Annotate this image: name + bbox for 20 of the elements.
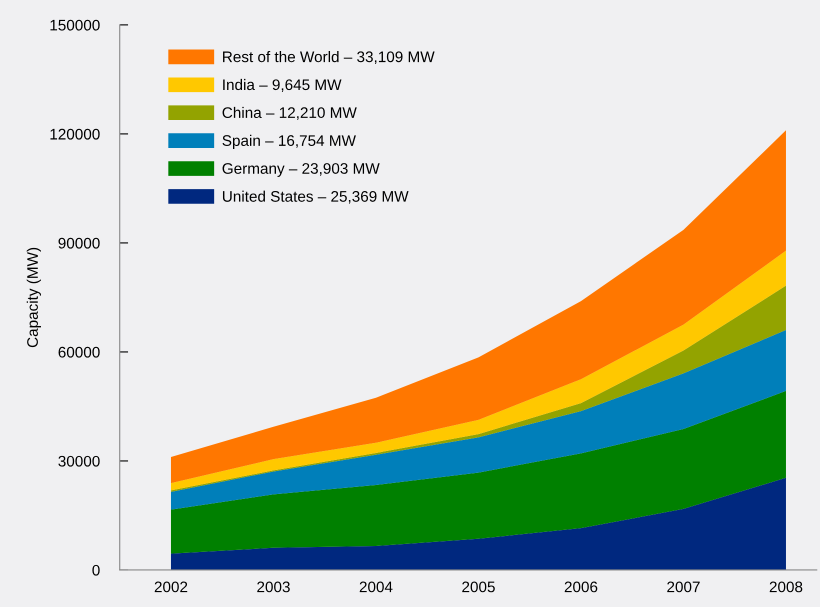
- legend-label: India – 9,645 MW: [223, 78, 342, 92]
- y-tick-label: 150000: [50, 20, 100, 31]
- x-tick-label: 2008: [770, 581, 802, 592]
- x-tick-label: 2005: [462, 581, 495, 592]
- y-tick-label: 0: [92, 564, 100, 576]
- x-tick-label: 2003: [257, 581, 290, 592]
- legend-label: Rest of the World – 33,109 MW: [223, 50, 435, 64]
- x-tick-label: 2007: [667, 581, 700, 592]
- x-tick-label: 2004: [360, 581, 393, 592]
- y-axis-title: Capacity (MW): [26, 248, 41, 348]
- x-tick-label: 2002: [154, 581, 188, 592]
- legend-label: United States – 25,369 MW: [222, 190, 409, 204]
- x-tick-label: 2006: [564, 581, 598, 592]
- y-tick-label: 90000: [58, 238, 100, 249]
- y-tick-label: 30000: [58, 456, 100, 467]
- y-tick-label: 120000: [50, 128, 100, 140]
- legend-label: Spain – 16,754 MW: [222, 134, 356, 149]
- y-tick-label: 60000: [58, 346, 100, 358]
- legend-label: Germany – 23,903 MW: [222, 163, 380, 177]
- legend-label: China – 12,210 MW: [222, 106, 357, 120]
